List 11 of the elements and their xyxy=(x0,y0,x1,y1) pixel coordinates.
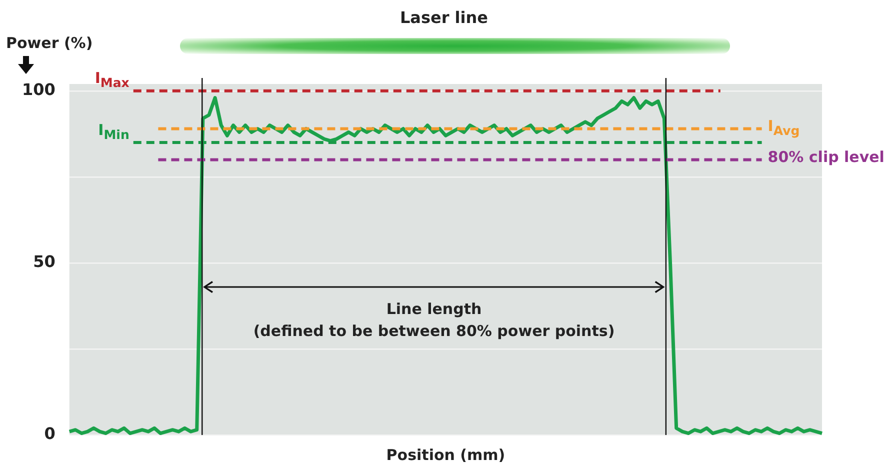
y-tick-label: 0 xyxy=(44,424,56,444)
chart-title: Laser line xyxy=(398,8,490,27)
x-axis-title: Position (mm) xyxy=(386,446,506,464)
y-axis-title: Power (%) xyxy=(6,34,93,52)
ref-line-label: I$_{Max}$ xyxy=(94,68,130,90)
ref-line-label: I$_{Min}$ xyxy=(97,120,130,142)
y-tick-label: 100 xyxy=(22,80,56,100)
y-tick-label: 50 xyxy=(33,252,56,272)
ref-line-label: I$_{Avg}$ xyxy=(768,116,801,138)
ref-line-label: 80% clip level xyxy=(768,148,886,166)
annotation: Line length (defined to be between 80% power points) xyxy=(252,298,616,342)
